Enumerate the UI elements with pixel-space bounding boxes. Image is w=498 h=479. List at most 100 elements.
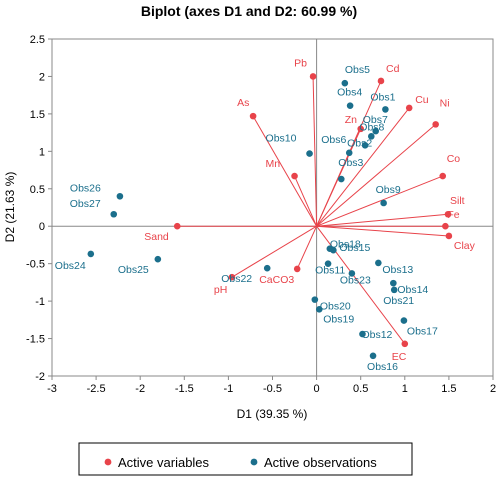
variable-label-sand: Sand xyxy=(144,231,169,243)
observation-point-obs19 xyxy=(315,306,323,313)
observation-point-obs13 xyxy=(375,259,382,267)
variable-label-clay: Clay xyxy=(454,240,476,252)
variable-vectors xyxy=(177,76,449,345)
observation-point-obs20 xyxy=(311,296,319,303)
y-tick-label: 2 xyxy=(39,71,45,83)
observation-label-obs7: Obs7 xyxy=(363,114,388,126)
legend: Active variables Active observations xyxy=(78,442,413,476)
observation-label-obs22: Obs22 xyxy=(221,273,252,285)
variable-point-silt xyxy=(444,210,452,218)
observation-point-obs24 xyxy=(87,250,95,258)
observation-label-obs13: Obs13 xyxy=(382,264,413,276)
observation-label-obs3: Obs3 xyxy=(338,157,363,169)
observation-label-obs21: Obs21 xyxy=(383,295,414,307)
observation-label-obs17: Obs17 xyxy=(407,326,438,338)
x-axis-label: D1 (39.35 %) xyxy=(237,407,308,421)
y-tick-label: 0.5 xyxy=(30,184,45,196)
y-tick-label: 0 xyxy=(39,221,45,233)
variable-point-pb xyxy=(309,73,317,80)
variable-point-sand xyxy=(173,222,181,230)
observation-label-obs10: Obs10 xyxy=(266,133,297,145)
observation-label-obs14: Obs14 xyxy=(397,284,428,296)
variable-point-cu xyxy=(405,104,413,112)
x-tick-label: -0.5 xyxy=(263,383,282,395)
observation-label-obs11: Obs11 xyxy=(315,265,345,277)
observation-label-obs5: Obs5 xyxy=(345,64,370,76)
legend-box xyxy=(78,442,413,476)
x-tick-label: -1.5 xyxy=(175,383,194,395)
observation-label-obs23: Obs23 xyxy=(340,274,371,286)
observation-label-obs18: Obs18 xyxy=(330,239,361,251)
observation-point-obs2 xyxy=(361,142,369,149)
observation-label-obs19: Obs19 xyxy=(323,313,354,325)
variable-vector-pb xyxy=(312,76,318,227)
observation-label-obs2: Obs2 xyxy=(347,137,372,149)
y-tick-label: 2.5 xyxy=(30,34,45,46)
variable-vector-ni xyxy=(316,123,436,227)
observation-point-obs7 xyxy=(372,127,379,135)
observation-point-obs12 xyxy=(359,330,366,338)
observation-label-obs25: Obs25 xyxy=(118,264,149,276)
x-tick-label: 2 xyxy=(490,383,496,395)
variable-point-co xyxy=(439,172,447,180)
observation-label-obs27: Obs27 xyxy=(70,198,101,210)
variable-label-mn: Mn xyxy=(266,158,281,170)
observation-point-obs16 xyxy=(369,352,377,360)
observation-label-obs4: Obs4 xyxy=(337,87,362,99)
x-tick-label: 0.5 xyxy=(353,383,368,395)
observation-point-obs17 xyxy=(400,317,408,324)
variable-label-cu: Cu xyxy=(415,94,429,106)
observation-label-obs16: Obs16 xyxy=(367,361,398,373)
variable-label-ec: EC xyxy=(392,351,407,363)
variable-label-pb: Pb xyxy=(294,57,307,69)
variable-label-ph: pH xyxy=(214,284,227,296)
variable-point-fe xyxy=(442,222,449,230)
y-tick-label: 1 xyxy=(39,146,45,158)
y-tick-label: -2 xyxy=(35,371,45,383)
variable-label-ni: Ni xyxy=(440,97,450,109)
observation-point-obs22 xyxy=(263,264,271,272)
x-tick-label: 1.5 xyxy=(441,383,456,395)
y-axis-label: D2 (21.63 %) xyxy=(3,172,17,243)
variable-label-cd: Cd xyxy=(386,63,400,75)
observation-label-obs9: Obs9 xyxy=(376,184,401,196)
observation-point-obs10 xyxy=(306,150,313,157)
y-tick-label: -0.5 xyxy=(26,259,45,271)
variable-point-clay xyxy=(445,232,453,240)
variable-point-as xyxy=(249,112,257,120)
x-tick-label: 1 xyxy=(402,383,408,395)
variable-vector-caco3 xyxy=(296,226,318,270)
y-tick-label: -1 xyxy=(35,296,45,308)
observation-label-obs20: Obs20 xyxy=(320,301,351,313)
x-tick-label: -3 xyxy=(47,383,57,395)
y-tick-label: -1.5 xyxy=(26,334,45,346)
variable-vector-clay xyxy=(316,225,449,237)
variable-point-caco3 xyxy=(293,265,301,273)
variable-point-mn xyxy=(291,172,298,180)
variable-point-cd xyxy=(377,77,385,85)
legend-marker-variables xyxy=(104,458,112,466)
y-tick-label: 1.5 xyxy=(30,109,45,121)
observation-point-obs27 xyxy=(110,210,118,218)
observation-point-obs26 xyxy=(116,192,124,200)
variable-point-ph xyxy=(228,273,236,281)
x-tick-label: -1 xyxy=(224,383,234,395)
variable-label-co: Co xyxy=(447,153,461,165)
variable-vector-co xyxy=(316,175,443,227)
observation-label-obs24: Obs24 xyxy=(55,260,86,272)
points-layer xyxy=(87,73,453,360)
observation-point-obs3 xyxy=(337,175,345,183)
variable-vector-ph xyxy=(231,225,317,278)
observation-label-obs12: Obs12 xyxy=(361,329,392,341)
observation-point-obs1 xyxy=(382,106,389,113)
chart-title: Biplot (axes D1 and D2: 60.99 %) xyxy=(141,3,357,19)
observation-label-obs26: Obs26 xyxy=(70,182,101,194)
variable-vector-mn xyxy=(294,175,318,227)
legend-marker-observations xyxy=(250,458,258,466)
observation-point-obs14 xyxy=(390,279,397,287)
observation-point-obs21 xyxy=(390,286,398,294)
variable-point-ni xyxy=(432,121,439,128)
observation-point-obs4 xyxy=(346,102,354,109)
